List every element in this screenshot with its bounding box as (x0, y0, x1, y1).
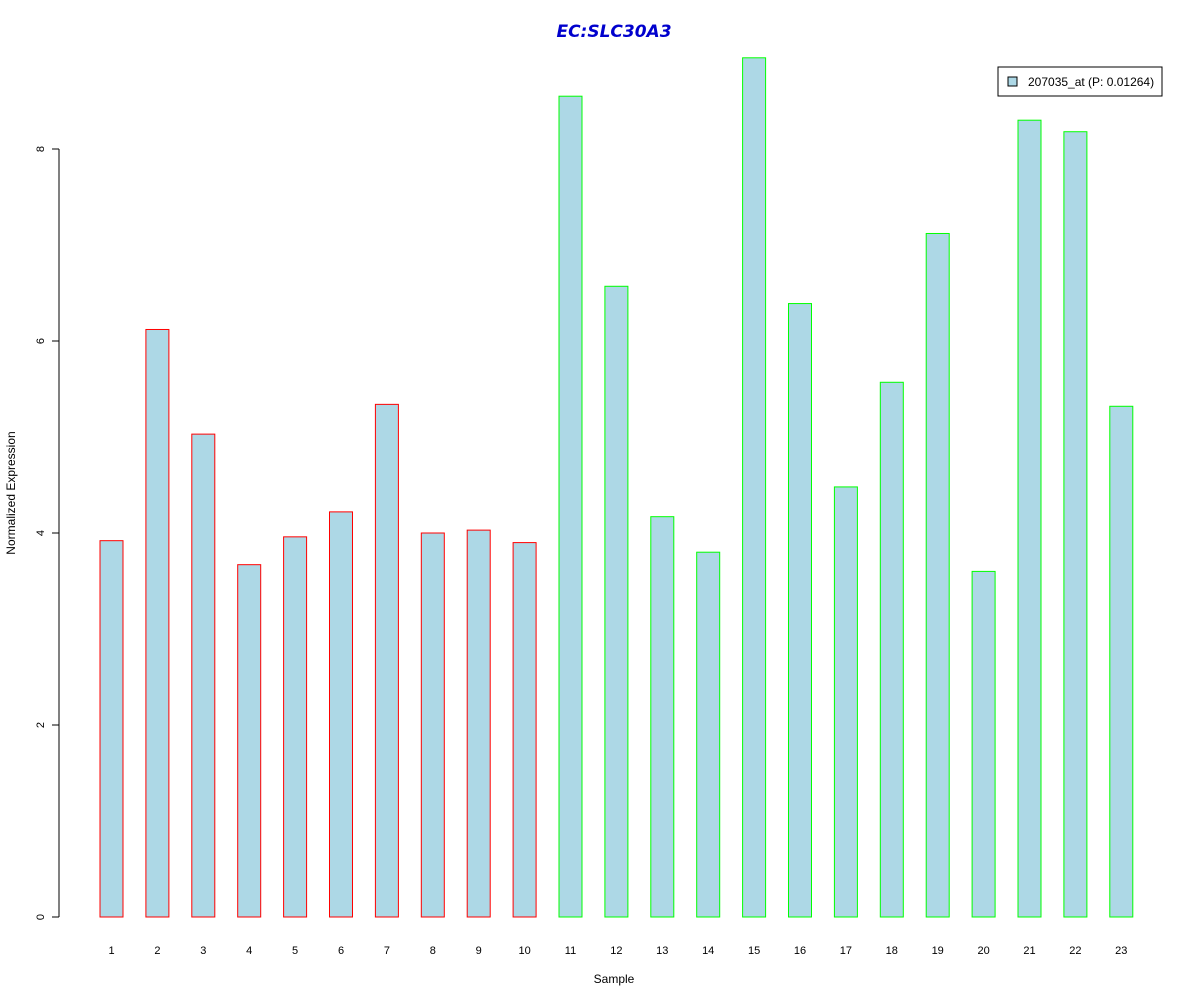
y-tick-label: 0 (35, 914, 47, 920)
bar-sample-15 (742, 57, 767, 918)
x-tick-label: 6 (338, 945, 344, 957)
bar-sample-2 (145, 328, 170, 918)
bar-sample-6 (329, 511, 353, 918)
x-tick-label: 16 (794, 945, 806, 957)
legend-label: 207035_at (P: 0.01264) (1028, 75, 1154, 89)
legend: 207035_at (P: 0.01264) (997, 66, 1163, 97)
y-tick-label: 4 (35, 530, 47, 536)
x-tick-label: 20 (977, 945, 989, 957)
x-axis-label: Sample (594, 972, 635, 986)
x-tick-label: 11 (565, 945, 576, 957)
x-tick-label: 9 (476, 945, 482, 957)
bar-sample-20 (971, 570, 996, 918)
bar-sample-22 (1063, 131, 1088, 918)
x-tick-label: 1 (108, 945, 114, 957)
legend-swatch (1007, 76, 1018, 87)
y-tick-label: 2 (35, 722, 47, 728)
bar-sample-7 (374, 403, 399, 918)
x-tick-label: 19 (932, 945, 944, 957)
x-tick-label: 23 (1115, 945, 1127, 957)
bar-sample-13 (650, 516, 675, 918)
y-tick-label: 6 (35, 338, 47, 344)
bar-sample-19 (925, 232, 950, 918)
bar-sample-12 (604, 285, 629, 918)
bar-sample-5 (283, 536, 308, 918)
x-tick-label: 2 (154, 945, 160, 957)
x-tick-label: 5 (292, 945, 298, 957)
bars (99, 57, 1134, 918)
x-tick-label: 21 (1023, 945, 1035, 957)
x-tick-label: 15 (748, 945, 760, 957)
x-tick-label: 3 (200, 945, 206, 957)
bar-sample-23 (1109, 405, 1134, 918)
chart-title: EC:SLC30A3 (556, 22, 671, 42)
y-tick-label: 8 (35, 146, 47, 152)
x-tick-label: 14 (702, 945, 714, 957)
x-tick-label: 17 (840, 945, 852, 957)
bar-sample-3 (191, 433, 216, 918)
x-tick-label: 8 (430, 945, 436, 957)
bar-sample-9 (466, 529, 491, 918)
bar-sample-16 (788, 303, 812, 918)
bar-sample-11 (558, 95, 583, 918)
bar-sample-18 (879, 381, 904, 918)
bar-sample-4 (237, 564, 262, 918)
bar-sample-17 (833, 486, 858, 918)
x-tick-label: 13 (656, 945, 668, 957)
x-tick-label: 22 (1069, 945, 1081, 957)
bar-sample-14 (696, 551, 721, 918)
bar-sample-8 (420, 532, 445, 918)
x-tick-label: 10 (518, 945, 530, 957)
x-tick-label: 18 (886, 945, 898, 957)
bar-sample-1 (99, 540, 124, 918)
legend-box (997, 66, 1163, 97)
bar-sample-21 (1017, 119, 1042, 918)
x-tick-labels: 1 2 3 4 5 6 7 8 9 10 11 12 13 14 15 16 17 18 19 20 21 22 23 (108, 945, 1127, 957)
bar-sample-10 (512, 542, 537, 918)
y-axis-label: Normalized Expression (4, 431, 18, 554)
x-tick-label: 4 (246, 945, 252, 957)
x-tick-label: 12 (610, 945, 622, 957)
y-axis: 0 2 4 6 8 (35, 146, 60, 920)
x-tick-label: 7 (384, 945, 390, 957)
